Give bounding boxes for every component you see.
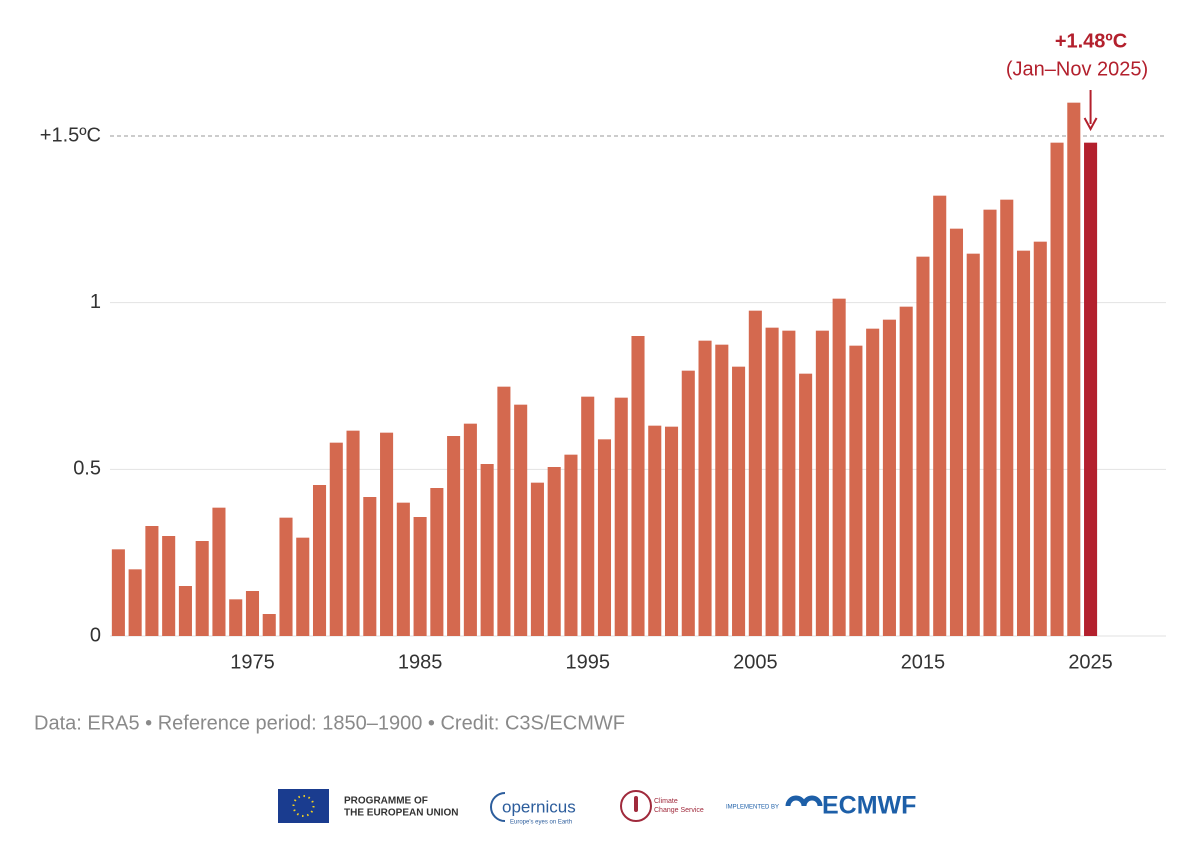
bar <box>899 306 913 636</box>
bar <box>832 298 846 636</box>
bar <box>916 256 930 636</box>
bar <box>748 310 762 636</box>
bar <box>732 366 746 636</box>
bar <box>162 536 176 636</box>
bar <box>111 549 125 636</box>
ecmwf-icon <box>785 795 823 807</box>
bar <box>547 467 561 636</box>
eu-flag <box>278 789 329 823</box>
bar <box>715 344 729 636</box>
bar <box>380 432 394 636</box>
bar <box>229 599 243 636</box>
bar <box>1067 102 1081 636</box>
eu-text: PROGRAMME OF <box>344 796 428 807</box>
bar <box>581 396 595 636</box>
bar <box>279 517 293 636</box>
bar <box>564 454 578 636</box>
bar <box>312 485 327 636</box>
c3s-thermometer <box>634 796 638 812</box>
bar <box>882 319 896 636</box>
c3s-icon <box>620 790 652 822</box>
copernicus-tagline: Europe's eyes on Earth <box>510 820 572 826</box>
bar <box>1033 241 1047 636</box>
bar <box>346 430 360 636</box>
bar <box>1000 199 1014 636</box>
bar <box>933 195 947 636</box>
logos: PROGRAMME OF THE EUROPEAN UNION opernicu… <box>278 789 916 826</box>
bar <box>765 327 779 636</box>
bar <box>296 537 310 636</box>
x-tick-label: 2025 <box>1068 651 1113 673</box>
annotation-label: +1.48ºC <box>1055 30 1127 52</box>
x-tick-label: 2015 <box>901 651 946 673</box>
bar <box>1016 250 1031 636</box>
bar <box>1050 142 1064 636</box>
bar <box>849 345 863 636</box>
y-tick-label: 0 <box>90 624 101 646</box>
bar <box>128 569 142 636</box>
bar <box>514 404 528 636</box>
annotation-sublabel: (Jan–Nov 2025) <box>1006 58 1148 80</box>
y-tick-label: +1.5ºC <box>40 124 101 146</box>
bar <box>413 517 427 636</box>
bar <box>949 228 964 636</box>
x-tick-label: 1995 <box>565 651 610 673</box>
bar <box>614 397 628 636</box>
bar <box>631 336 645 636</box>
bar <box>430 488 444 636</box>
bar <box>681 370 695 636</box>
eu-stars <box>292 795 315 817</box>
c3s-text: Change Service <box>654 807 704 814</box>
bar <box>966 253 980 636</box>
bar <box>648 425 662 636</box>
bar <box>195 541 209 636</box>
bar <box>363 497 377 636</box>
eu-text: THE EUROPEAN UNION <box>344 808 458 819</box>
bar <box>329 442 343 636</box>
x-tick-label: 1975 <box>230 651 275 673</box>
bar <box>396 502 410 636</box>
y-tick-label: 1 <box>90 291 101 313</box>
bar <box>530 482 544 636</box>
bar <box>145 526 159 636</box>
bar <box>983 209 997 636</box>
bar <box>463 423 477 636</box>
bar <box>782 330 796 636</box>
bar <box>262 614 276 636</box>
ecmwf-text: ECMWF <box>822 792 916 820</box>
bar <box>698 340 712 636</box>
x-tick-label: 1985 <box>398 651 443 673</box>
y-tick-label: 0.5 <box>73 458 101 480</box>
bar <box>480 464 494 636</box>
source: Data: ERA5 • Reference period: 1850–1900… <box>34 712 625 734</box>
annotation-arrowhead <box>1083 117 1098 132</box>
c3s-text: Climate <box>654 798 678 805</box>
bar <box>664 426 679 636</box>
copernicus-text: opernicus <box>502 797 576 816</box>
x-tick-label: 2005 <box>733 651 778 673</box>
bar <box>1084 142 1098 636</box>
bar <box>447 436 461 636</box>
bar <box>497 386 511 636</box>
bar <box>212 507 226 636</box>
bar <box>597 439 612 636</box>
bar <box>866 328 880 636</box>
bar <box>245 591 260 636</box>
bar <box>178 586 192 636</box>
bar <box>815 330 829 636</box>
copernicus-c <box>490 792 506 822</box>
implemented-by: IMPLEMENTED BY <box>726 805 779 811</box>
bar <box>799 373 813 636</box>
